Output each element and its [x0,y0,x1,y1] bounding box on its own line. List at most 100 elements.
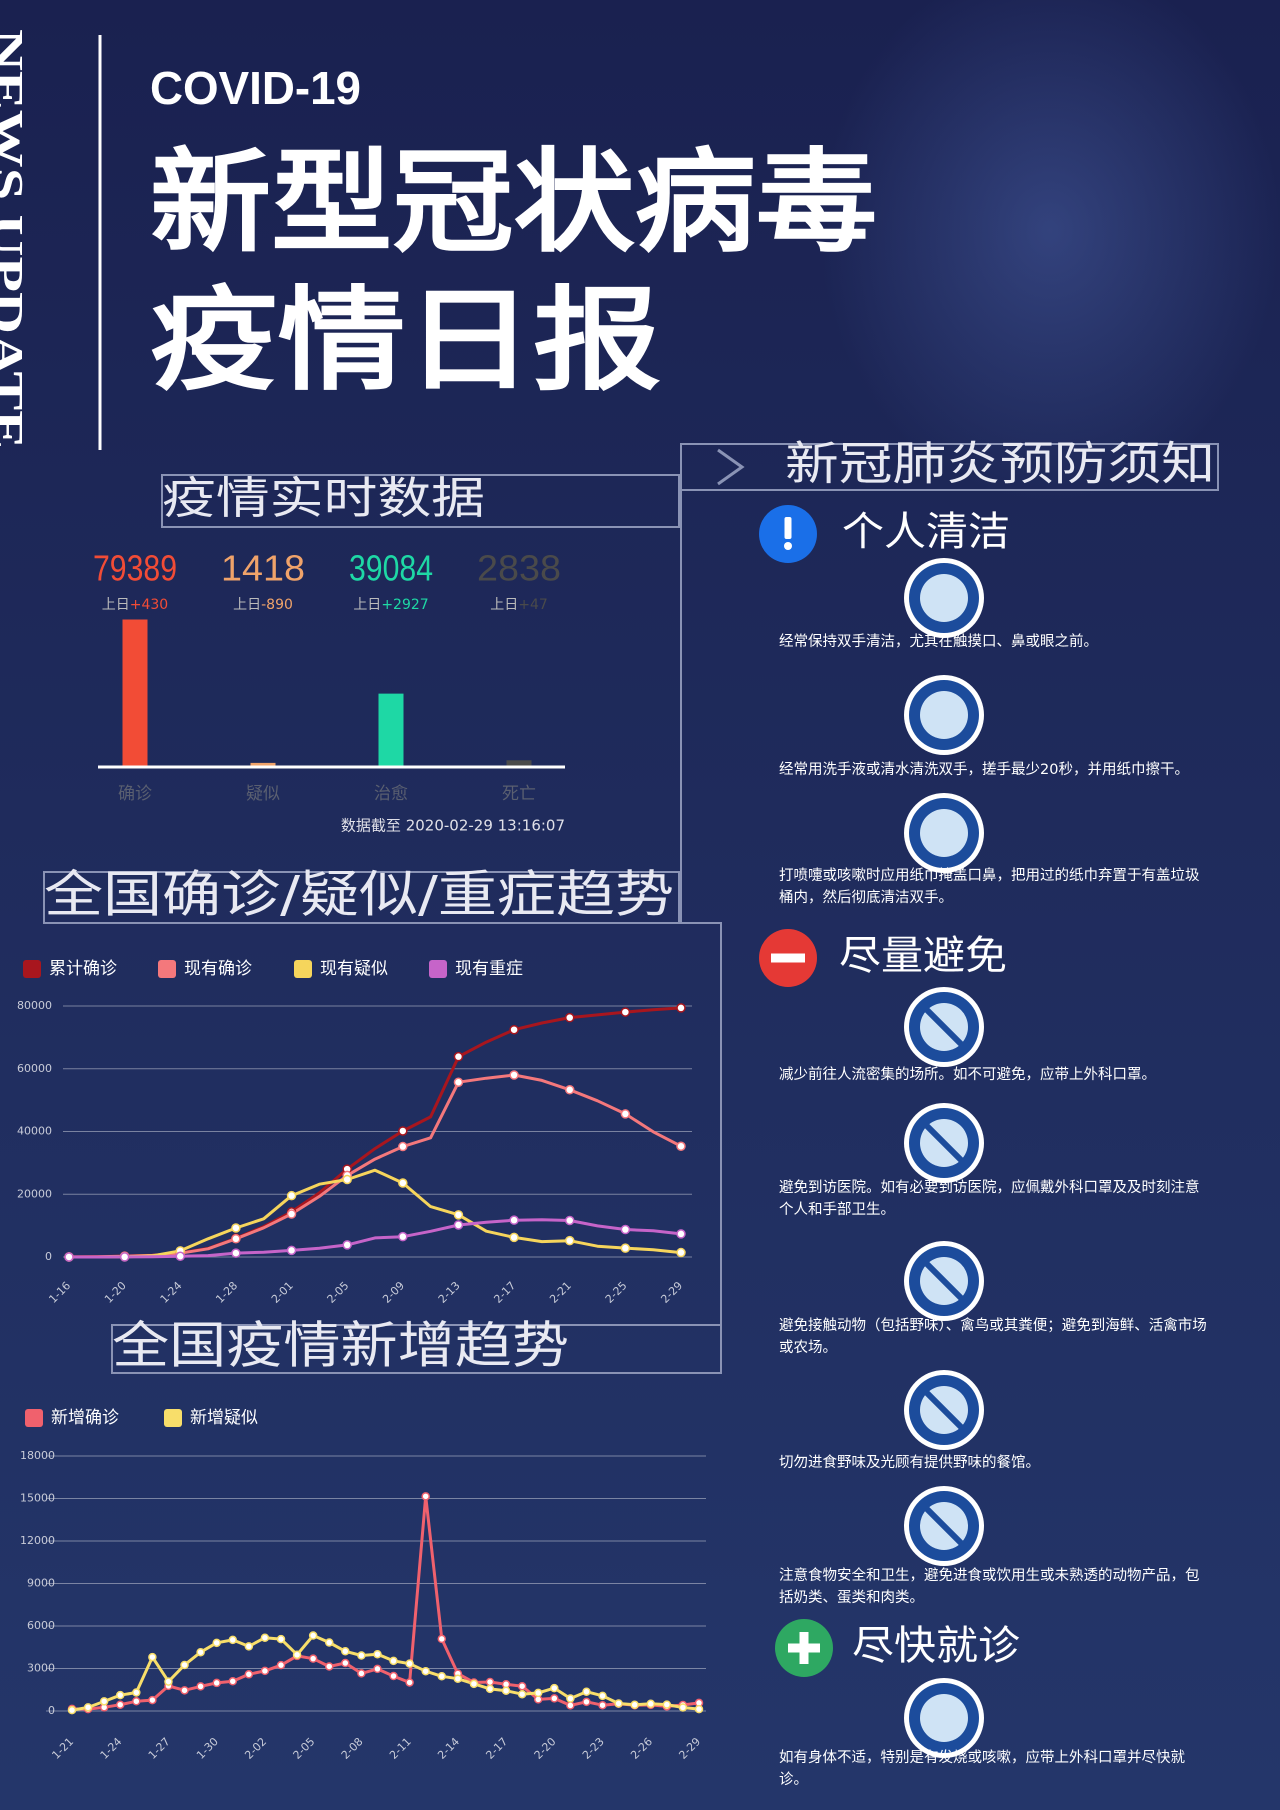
x-tick-label: 2-02 [242,1735,269,1762]
value-label: 39084 [349,548,433,589]
y-tick-label: 6000 [27,1619,55,1632]
x-tick-label: 2-21 [547,1279,574,1306]
point [509,1024,519,1035]
x-tick-label: 2-09 [380,1279,407,1306]
point [564,1215,575,1226]
point [398,1126,408,1136]
x-tick-label: 2-17 [491,1279,518,1306]
point [324,1638,334,1647]
legend-swatch [429,960,447,978]
section-title: 疫情实时数据 [162,473,485,524]
point [566,1694,575,1703]
point [564,1012,575,1023]
point [620,1224,631,1235]
legend-label: 现有疑似 [320,959,388,979]
main-title: 疫情日报 [150,276,661,406]
frame [161,474,680,528]
point [212,1678,221,1688]
x-tick-label: 2-17 [483,1735,510,1762]
x-tick-label: 1-24 [98,1735,125,1762]
point [620,1243,631,1253]
point [550,1694,559,1703]
frame [111,1324,722,1374]
legend-swatch [158,960,176,978]
x-tick-label: 2-23 [580,1735,607,1762]
tip-icon [919,1118,969,1168]
section-title: 全国疫情新增趋势 [112,1317,569,1375]
delta-label: 上日 [353,597,381,613]
covid-label: COVID-19 [150,62,361,114]
point [231,1234,241,1244]
tip-icon [919,1256,969,1306]
y-tick-label: 15000 [20,1492,55,1505]
x-tick-label: 1-28 [213,1279,240,1306]
point [83,1703,93,1712]
series-line [68,1073,682,1259]
point [115,1690,125,1700]
point [196,1682,205,1691]
point [228,1677,238,1686]
point [509,1070,519,1080]
point [566,1701,575,1710]
section-heading: 尽量避免 [839,933,1007,979]
tip-icon [920,809,968,857]
delta-label: 上日 [490,597,518,613]
delta-value: +2927 [381,597,428,613]
y-tick-label: 0 [45,1250,52,1263]
bar [250,762,276,766]
x-tick-label: 2-05 [291,1735,318,1762]
point [286,1190,297,1201]
tip-text: 切勿进食野味及光顾有提供野味的餐馆。 [779,1455,1040,1471]
point [286,1245,297,1256]
legend-swatch [164,1409,182,1427]
point [676,1247,686,1258]
y-tick-label: 40000 [17,1125,52,1138]
point [517,1689,527,1699]
legend-swatch [23,960,41,978]
delta: 上日+430 [102,597,168,613]
tip-icon [920,574,968,622]
x-tick-label: 2-13 [436,1279,463,1306]
point [341,1647,350,1656]
point [292,1650,302,1659]
y-tick-label: 18000 [20,1449,55,1462]
point [212,1638,221,1648]
category-label: 死亡 [502,784,536,804]
point [148,1695,157,1705]
point [260,1666,270,1676]
value-label: 2838 [477,548,561,589]
point [453,1220,464,1230]
point [260,1633,270,1642]
point [398,1141,408,1152]
point [276,1660,286,1670]
point [533,1688,543,1698]
point [517,1681,527,1691]
point [132,1688,141,1697]
x-tick-label: 1-30 [194,1735,221,1762]
delta: 上日-890 [233,597,293,613]
tip-icon [919,1385,969,1435]
tip-text: 如有身体不适，特别是有发烧或咳嗽，应带上外科口罩并尽快就诊。 [779,1750,1185,1788]
x-tick-label: 2-11 [387,1735,414,1762]
tip-text: 经常保持双手清洁，尤其在触摸口、鼻或眼之前。 [779,634,1098,650]
point [148,1652,157,1662]
point [357,1669,366,1678]
x-tick-label: 2-14 [435,1735,462,1762]
legend-label: 累计确诊 [49,959,117,979]
x-tick-label: 2-26 [628,1735,655,1762]
x-tick-label: 2-05 [325,1279,352,1306]
point [485,1684,495,1694]
category-label: 确诊 [118,784,152,804]
y-tick-label: 12000 [20,1534,55,1547]
chevron [717,448,745,486]
category-label: 疑似 [246,784,280,804]
bar [122,619,148,766]
legend-label: 新增确诊 [51,1408,119,1428]
x-tick-label: 1-16 [46,1279,73,1306]
y-tick-label: 60000 [17,1062,52,1075]
point [164,1677,173,1686]
icon-glyph [784,542,792,550]
point [180,1686,189,1695]
series-line [69,1168,682,1259]
point [646,1699,656,1709]
